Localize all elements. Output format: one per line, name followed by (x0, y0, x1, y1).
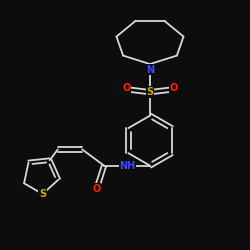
Text: S: S (146, 87, 154, 97)
Text: O: O (122, 83, 131, 93)
Text: O: O (169, 83, 177, 93)
Text: O: O (92, 184, 100, 194)
Text: NH: NH (120, 161, 136, 170)
Text: N: N (146, 65, 154, 75)
Text: S: S (39, 189, 46, 199)
